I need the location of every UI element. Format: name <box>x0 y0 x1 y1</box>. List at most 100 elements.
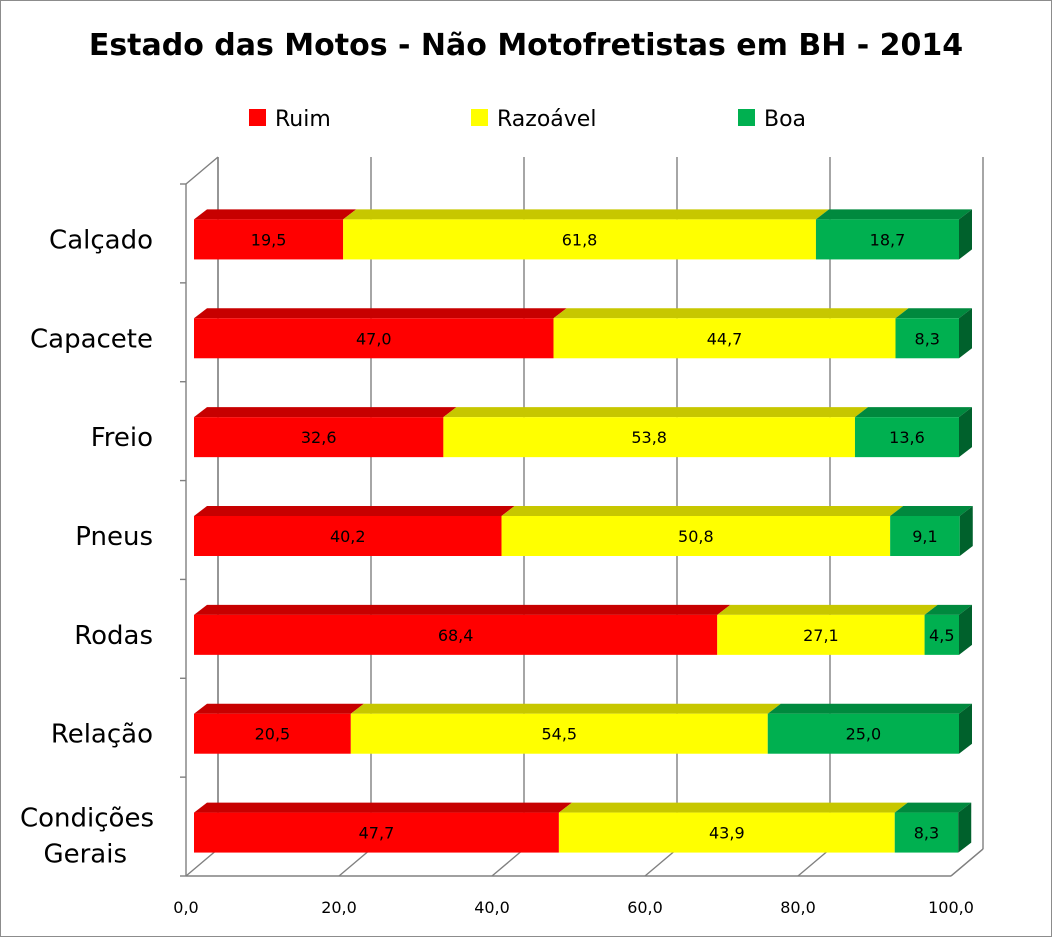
data-label: 27,1 <box>803 626 839 645</box>
bar-ruim-top <box>194 308 567 319</box>
bar-razoável <box>350 713 768 754</box>
data-label: 9,1 <box>912 527 937 546</box>
chart-title: Estado das Motos - Não Motofretistas em … <box>89 28 963 63</box>
data-label: 8,3 <box>915 329 940 348</box>
bar-boa <box>815 219 959 260</box>
legend-swatch-razoável <box>471 109 488 126</box>
bar-boa-top <box>924 604 972 615</box>
bar-ruim-top <box>194 506 515 516</box>
bar-ruim <box>194 614 718 655</box>
bar-boa-top <box>767 703 972 714</box>
category-label: Pneus <box>75 522 153 552</box>
floor-gridline <box>185 848 219 877</box>
data-label: 18,7 <box>870 230 906 249</box>
legend-label-ruim: Ruim <box>275 107 331 132</box>
bar-razoável <box>717 614 925 655</box>
bar-boa-top <box>854 407 972 418</box>
bar-ruim <box>194 713 351 754</box>
floor-gridline <box>644 848 678 877</box>
x-tick-label: 80,0 <box>780 898 816 917</box>
data-label: 54,5 <box>541 725 577 744</box>
bar-side <box>959 703 972 754</box>
data-label: 44,7 <box>707 329 743 348</box>
bar-boa <box>767 713 959 754</box>
x-tick-label: 40,0 <box>474 898 510 917</box>
data-label: 43,9 <box>709 824 745 843</box>
data-label: 40,2 <box>330 527 366 546</box>
data-label: 61,8 <box>562 230 598 249</box>
legend: Ruim Razoável Boa <box>249 107 806 132</box>
data-label: 68,4 <box>438 626 474 645</box>
bar-razoável <box>553 318 896 359</box>
x-tick-label: 60,0 <box>627 898 663 917</box>
bar-ruim-top <box>194 407 457 418</box>
bar-boa <box>854 417 959 458</box>
bar-razoável <box>343 219 816 260</box>
data-label: 47,0 <box>356 329 392 348</box>
bar-razoável-top <box>553 308 909 319</box>
bar-ruim-top <box>194 703 364 714</box>
category-label: Calçado <box>49 225 153 255</box>
category-label: Rodas <box>74 621 153 651</box>
plot-area: 0,0 20,0 40,0 60,0 80,0 100,0 19,5 61,8 18,7 Calç… <box>20 156 984 917</box>
data-label: 19,5 <box>251 230 287 249</box>
category-label: Freio <box>91 423 153 453</box>
bar-boa-top <box>894 802 972 813</box>
x-tick-label: 20,0 <box>321 898 357 917</box>
bar-ruim <box>194 318 554 359</box>
bar-ruim-top <box>194 604 731 615</box>
data-label: 20,5 <box>255 725 291 744</box>
floor-gridline <box>491 848 525 877</box>
data-label: 8,3 <box>914 824 939 843</box>
bar-side <box>959 209 972 260</box>
floor-right-edge <box>950 848 984 877</box>
bar-razoável <box>443 417 855 458</box>
data-label: 47,7 <box>359 824 395 843</box>
bar-ruim-top <box>194 209 357 220</box>
data-label: 50,8 <box>678 527 714 546</box>
bar-boa <box>924 614 959 655</box>
bar-boa <box>895 318 959 359</box>
x-tick-label: 100,0 <box>928 898 974 917</box>
bar-razoável-top <box>558 802 908 813</box>
left-wall-top <box>185 156 219 185</box>
bar-razoável-top <box>343 209 829 220</box>
category-label: Relação <box>51 720 153 750</box>
floor-gridline <box>797 848 831 877</box>
category-label: Condições <box>20 804 154 834</box>
legend-swatch-ruim <box>249 109 266 126</box>
bar-side <box>959 506 973 556</box>
bar-razoável <box>558 812 895 853</box>
legend-label-boa: Boa <box>764 107 806 132</box>
bar-boa-top <box>815 209 972 220</box>
data-label: 4,5 <box>929 626 954 645</box>
bar-ruim-top <box>194 802 572 813</box>
x-tick-label: 0,0 <box>173 898 198 917</box>
bar-razoável-top <box>501 506 904 516</box>
data-label: 32,6 <box>301 428 337 447</box>
bar-razoável-top <box>443 407 868 418</box>
data-label: 13,6 <box>889 428 925 447</box>
bar-side <box>958 802 972 853</box>
bar-razoável <box>501 516 891 556</box>
bar-razoável-top <box>350 703 781 714</box>
bar-side <box>959 407 972 458</box>
bar-ruim <box>194 219 344 260</box>
bar-ruim <box>194 516 502 556</box>
bar-boa-top <box>895 308 972 319</box>
bar-ruim <box>194 812 559 853</box>
category-label: Capacete <box>30 324 153 354</box>
bar-razoável-top <box>717 604 938 615</box>
floor-gridline <box>338 848 372 877</box>
bar-boa <box>894 812 959 853</box>
legend-label-razoável: Razoável <box>497 107 596 132</box>
category-label: Gerais <box>43 840 127 870</box>
bar-ruim <box>194 417 444 458</box>
bar-boa <box>890 516 960 556</box>
bar-side <box>959 308 972 359</box>
bar-boa-top <box>890 506 973 516</box>
data-label: 53,8 <box>631 428 667 447</box>
bar-side <box>959 604 972 655</box>
